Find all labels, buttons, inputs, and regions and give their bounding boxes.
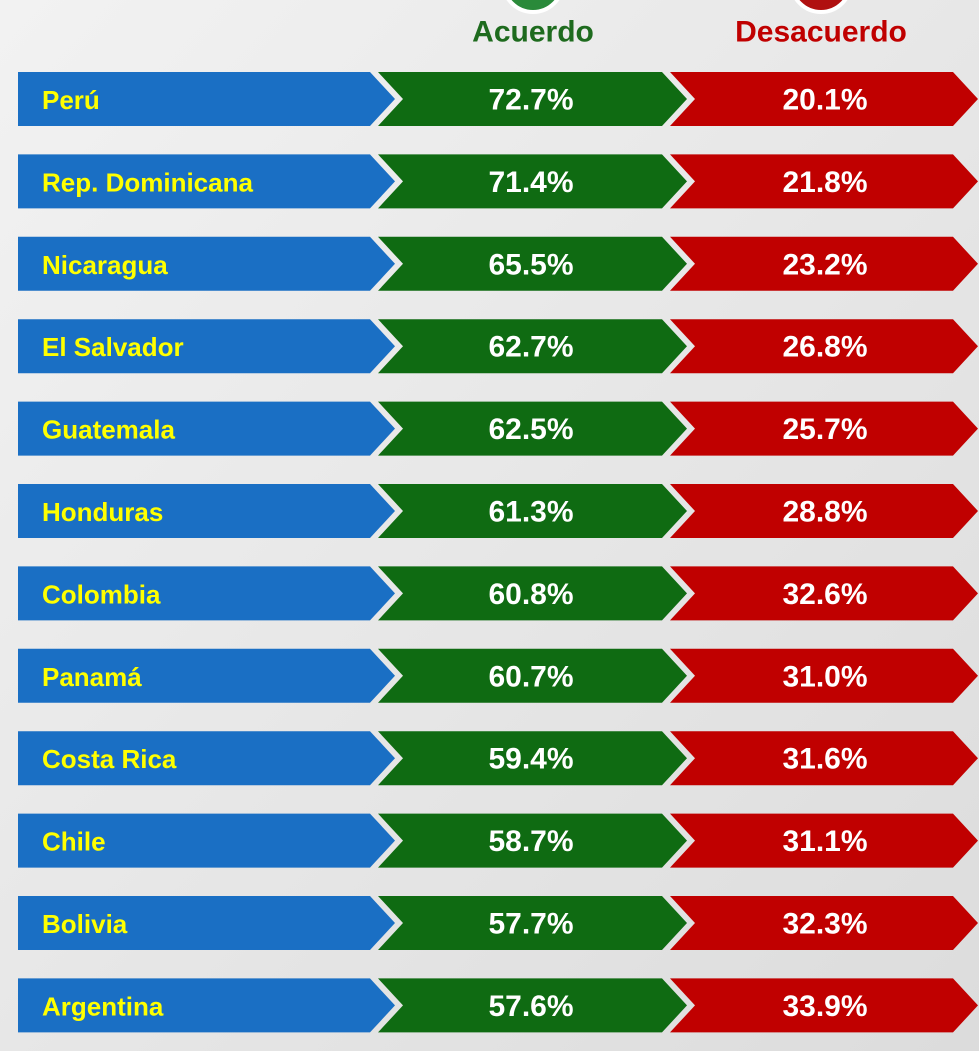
agree-cell — [378, 484, 687, 538]
disagree-value: 20.1% — [782, 84, 867, 117]
agree-value: 57.7% — [488, 908, 573, 941]
agree-header: Acuerdo — [472, 16, 594, 49]
agree-value: 62.5% — [488, 413, 573, 446]
disagree-value: 33.9% — [782, 990, 867, 1023]
country-name: Guatemala — [42, 415, 175, 445]
agree-value: 65.5% — [488, 248, 573, 281]
country-name: Costa Rica — [42, 744, 177, 774]
disagree-value: 31.1% — [782, 825, 867, 858]
disagree-icon — [794, 0, 848, 14]
agree-value: 60.7% — [488, 660, 573, 693]
disagree-value: 26.8% — [782, 331, 867, 364]
country-name: Panamá — [42, 662, 142, 692]
disagree-cell — [670, 896, 978, 950]
agree-value: 62.7% — [488, 331, 573, 364]
agree-cell — [378, 319, 687, 374]
agree-cell — [378, 566, 687, 621]
disagree-value: 25.7% — [782, 413, 867, 446]
agree-cell — [378, 648, 687, 703]
disagree-cell — [670, 978, 978, 1033]
disagree-value: 32.3% — [782, 908, 867, 941]
disagree-cell — [670, 813, 978, 868]
disagree-cell — [670, 566, 978, 621]
agree-cell — [378, 978, 687, 1033]
disagree-cell — [670, 319, 978, 374]
country-cell — [18, 566, 395, 621]
country-name: Perú — [42, 85, 100, 115]
agree-cell — [378, 896, 687, 950]
country-name: Nicaragua — [42, 250, 168, 280]
country-cell — [18, 154, 395, 209]
disagree-cell — [670, 648, 978, 703]
disagree-cell — [670, 484, 978, 538]
agree-cell — [378, 154, 687, 209]
agree-value: 59.4% — [488, 743, 573, 776]
country-cell — [18, 236, 395, 291]
agree-value: 71.4% — [488, 166, 573, 199]
disagree-value: 31.0% — [782, 660, 867, 693]
disagree-value: 31.6% — [782, 743, 867, 776]
disagree-cell — [670, 154, 978, 209]
disagree-value: 23.2% — [782, 248, 867, 281]
disagree-value: 21.8% — [782, 166, 867, 199]
agree-cell — [378, 731, 687, 786]
agree-icon — [506, 0, 560, 14]
country-cell — [18, 978, 395, 1033]
country-cell — [18, 648, 395, 703]
country-cell — [18, 319, 395, 374]
agree-value: 60.8% — [488, 578, 573, 611]
agree-cell — [378, 401, 687, 456]
country-cell — [18, 72, 395, 126]
agree-value: 61.3% — [488, 496, 573, 529]
disagree-header: Desacuerdo — [735, 16, 907, 49]
country-name: Argentina — [42, 991, 164, 1021]
agree-value: 72.7% — [488, 84, 573, 117]
agree-cell — [378, 813, 687, 868]
country-cell — [18, 401, 395, 456]
country-name: Bolivia — [42, 909, 128, 939]
disagree-cell — [670, 236, 978, 291]
agree-value: 57.6% — [488, 990, 573, 1023]
country-name: Honduras — [42, 497, 163, 527]
agree-value: 58.7% — [488, 825, 573, 858]
country-name: Chile — [42, 827, 106, 857]
country-cell — [18, 484, 395, 538]
country-cell — [18, 813, 395, 868]
country-name: El Salvador — [42, 332, 184, 362]
disagree-cell — [670, 401, 978, 456]
country-name: Colombia — [42, 579, 161, 609]
disagree-cell — [670, 72, 978, 126]
disagree-value: 28.8% — [782, 496, 867, 529]
country-cell — [18, 896, 395, 950]
agree-cell — [378, 236, 687, 291]
country-name: Rep. Dominicana — [42, 167, 253, 197]
country-cell — [18, 731, 395, 786]
agree-cell — [378, 72, 687, 126]
disagree-cell — [670, 731, 978, 786]
disagree-value: 32.6% — [782, 578, 867, 611]
